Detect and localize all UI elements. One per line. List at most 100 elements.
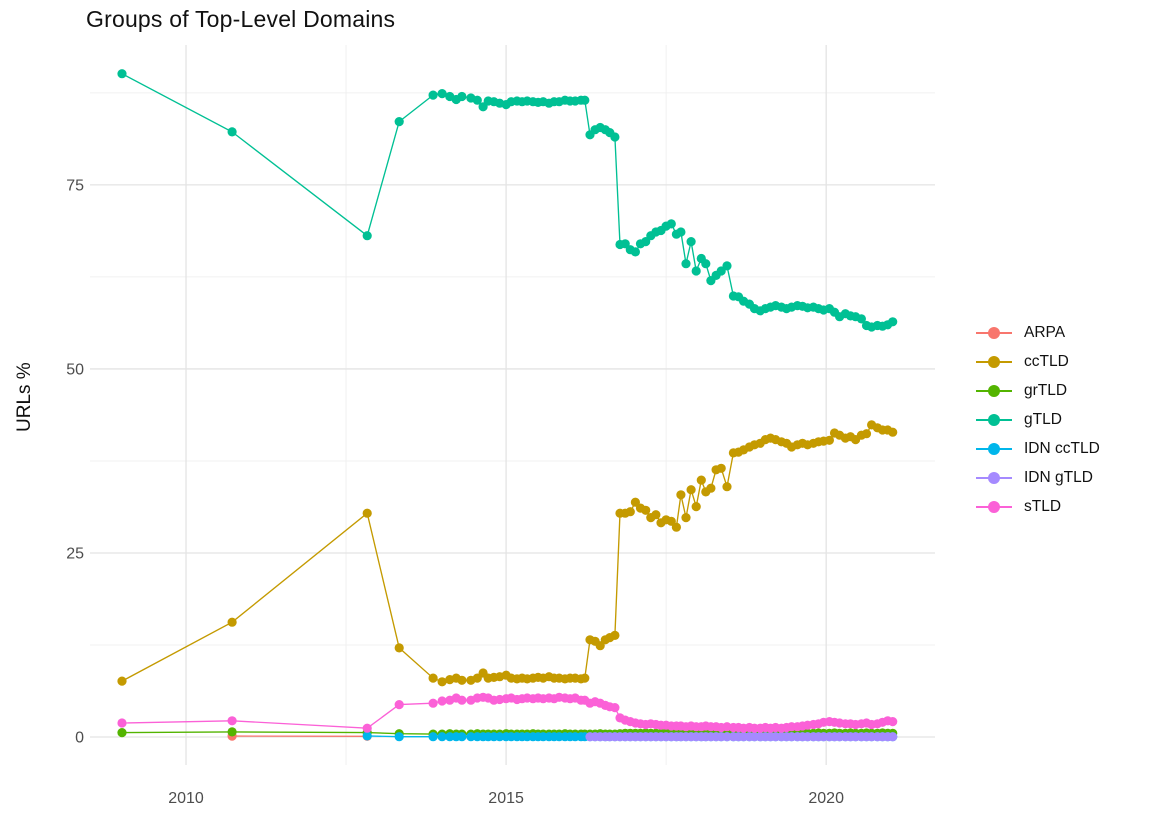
- series-cctld: [117, 420, 898, 687]
- data-point: [227, 727, 237, 737]
- data-point: [706, 483, 716, 493]
- data-point: [428, 732, 438, 742]
- data-point: [394, 643, 404, 653]
- legend-item-cctld: ccTLD: [976, 347, 1100, 376]
- legend-key-dot: [988, 355, 1000, 368]
- data-point: [686, 237, 696, 247]
- data-point: [117, 676, 127, 686]
- data-point: [457, 695, 467, 705]
- data-point: [394, 700, 404, 710]
- data-point: [362, 723, 372, 733]
- data-point: [227, 127, 237, 137]
- legend-item-label: IDN gTLD: [1024, 468, 1093, 486]
- data-point: [437, 732, 447, 742]
- y-tick-label: 25: [66, 545, 84, 562]
- legend-item-idn-cctld: IDN ccTLD: [976, 434, 1100, 463]
- legend-key-dot: [988, 413, 1000, 426]
- data-point: [666, 219, 676, 229]
- data-point: [428, 698, 438, 708]
- legend-item-arpa: ARPA: [976, 318, 1100, 347]
- data-point: [227, 617, 237, 627]
- data-point: [428, 673, 438, 683]
- data-point: [117, 69, 127, 79]
- data-point: [394, 117, 404, 127]
- legend-key-dot: [988, 500, 1000, 513]
- data-point: [437, 677, 447, 687]
- data-point: [457, 732, 467, 742]
- legend-key-dot: [988, 471, 1000, 484]
- legend-item-stld: sTLD: [976, 492, 1100, 521]
- data-point: [610, 703, 620, 713]
- data-point: [362, 231, 372, 241]
- data-point: [681, 259, 691, 269]
- data-point: [888, 317, 898, 327]
- series-idn-gtld: [585, 732, 898, 742]
- data-point: [437, 89, 447, 99]
- data-point: [362, 508, 372, 518]
- data-point: [472, 95, 482, 105]
- legend-key-dot: [988, 442, 1000, 455]
- legend-item-label: gTLD: [1024, 410, 1062, 428]
- legend-key-icon: [976, 500, 1012, 513]
- legend-item-label: sTLD: [1024, 497, 1062, 515]
- data-point: [701, 259, 711, 269]
- data-point: [888, 427, 898, 437]
- x-tick-label: 2015: [488, 790, 524, 807]
- y-tick-label: 75: [66, 177, 84, 194]
- data-point: [457, 675, 467, 685]
- series-line: [121, 73, 894, 328]
- x-tick-label: 2020: [808, 790, 844, 807]
- series-gtld: [117, 69, 898, 332]
- data-point: [610, 630, 620, 641]
- series-stld: [117, 692, 898, 733]
- data-point: [227, 716, 237, 726]
- gridlines-minor: [90, 45, 935, 765]
- chart-title: Groups of Top-Level Domains: [86, 6, 396, 32]
- data-point: [888, 717, 898, 727]
- data-point: [722, 482, 732, 492]
- data-point: [437, 696, 447, 706]
- data-point: [117, 728, 127, 738]
- data-point: [716, 463, 726, 473]
- data-point: [466, 732, 476, 742]
- data-point: [722, 732, 732, 742]
- legend-item-gtld: gTLD: [976, 405, 1100, 434]
- data-point: [691, 266, 701, 276]
- legend-key-dot: [988, 326, 1000, 339]
- data-point: [362, 731, 372, 741]
- legend-key-icon: [976, 471, 1012, 484]
- data-point: [722, 261, 732, 271]
- data-point: [824, 435, 835, 445]
- data-point: [445, 732, 455, 742]
- legend-key-icon: [976, 326, 1012, 339]
- legend-key-icon: [976, 413, 1012, 426]
- data-point: [580, 95, 590, 105]
- data-point: [625, 507, 635, 517]
- data-point: [686, 485, 696, 495]
- data-point: [888, 732, 898, 742]
- data-point: [641, 505, 651, 515]
- data-point: [691, 502, 701, 512]
- legend-key-icon: [976, 355, 1012, 368]
- data-point: [696, 475, 706, 485]
- legend-item-grtld: grTLD: [976, 376, 1100, 405]
- legend-key-dot: [988, 384, 1000, 397]
- legend-item-label: ARPA: [1024, 323, 1066, 341]
- axis-tick-labels: 2010 2015 2020 0 25 50 75: [66, 177, 844, 807]
- y-tick-label: 0: [75, 730, 84, 747]
- legend-item-label: IDN ccTLD: [1024, 439, 1100, 457]
- data-point: [610, 132, 620, 142]
- data-point: [856, 314, 867, 324]
- legend-item-label: ccTLD: [1024, 352, 1069, 370]
- x-tick-label: 2010: [168, 790, 204, 807]
- gridlines-major: [90, 45, 935, 765]
- data-point: [457, 91, 467, 102]
- data-point: [630, 247, 641, 257]
- data-point: [651, 510, 661, 520]
- data-point: [671, 522, 682, 532]
- data-point: [117, 718, 127, 728]
- data-point: [428, 90, 438, 100]
- legend: ARPA ccTLD grTLD gTLD IDN ccTLD IDN gTLD sTLD: [976, 318, 1100, 521]
